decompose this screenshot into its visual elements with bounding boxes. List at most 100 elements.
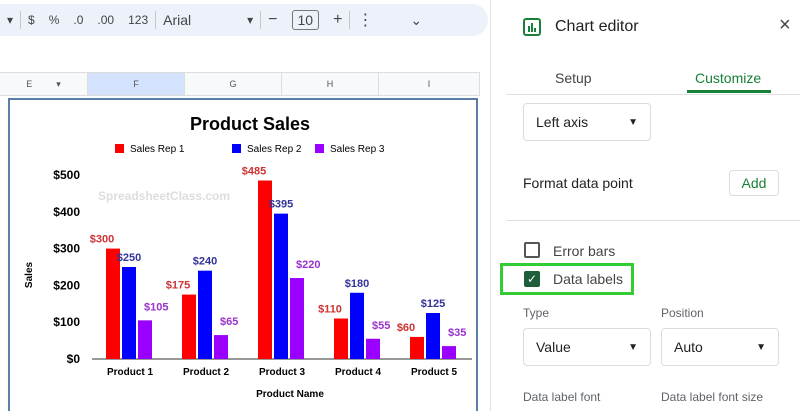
chart-editor-panel: Chart editor × Setup Customize Left axis…: [490, 0, 800, 411]
data-label: $55: [372, 320, 390, 332]
legend-swatch: [232, 144, 241, 153]
format-data-point-label: Format data point: [523, 175, 633, 191]
y-tick-label: $300: [53, 242, 80, 256]
watermark: SpreadsheetClass.com: [98, 189, 230, 203]
collapse-icon[interactable]: ⌄: [410, 11, 423, 28]
column-header-g[interactable]: G: [185, 73, 282, 95]
column-header-h[interactable]: H: [282, 73, 379, 95]
x-tick-label: Product 2: [183, 367, 230, 378]
data-label: $395: [269, 199, 293, 211]
column-headers: E ▾ F G H I: [0, 72, 480, 96]
data-label: $240: [193, 256, 217, 268]
chevron-down-icon: ▼: [628, 116, 638, 128]
close-icon[interactable]: ×: [779, 14, 791, 36]
chevron-down-icon: ▼: [628, 341, 638, 353]
decrease-decimal-button[interactable]: .0: [73, 13, 84, 27]
data-label: $60: [397, 322, 415, 334]
bar[interactable]: [138, 320, 152, 359]
more-formats-button[interactable]: 123: [128, 13, 149, 27]
legend-label: Sales Rep 3: [330, 144, 385, 155]
divider: [506, 220, 800, 221]
legend-swatch: [315, 144, 324, 153]
error-bars-checkbox[interactable]: [524, 242, 540, 258]
bar[interactable]: [442, 346, 456, 359]
chevron-down-icon[interactable]: ▾: [247, 13, 254, 27]
font-size-decrease[interactable]: −: [268, 11, 278, 28]
legend-label: Sales Rep 1: [130, 144, 185, 155]
column-header-e[interactable]: E ▾: [0, 73, 88, 95]
legend-label: Sales Rep 2: [247, 144, 302, 155]
bar[interactable]: [122, 267, 136, 359]
column-header-i[interactable]: I: [379, 73, 480, 95]
x-tick-label: Product 5: [411, 367, 458, 378]
type-select[interactable]: Value ▼: [523, 328, 651, 366]
divider: [506, 94, 800, 95]
chart[interactable]: Product Sales SpreadsheetClass.com Sales…: [8, 98, 478, 411]
type-value: Value: [536, 339, 571, 355]
font-select[interactable]: Arial: [163, 12, 192, 28]
bar-chart: Product Sales SpreadsheetClass.com Sales…: [24, 114, 472, 400]
tab-customize[interactable]: Customize: [695, 70, 762, 86]
bar[interactable]: [410, 336, 424, 359]
dropdown-icon[interactable]: ▾: [7, 13, 14, 27]
data-label: $65: [220, 316, 238, 328]
axis-select-value: Left axis: [536, 114, 589, 130]
column-menu-icon[interactable]: ▾: [56, 78, 61, 89]
y-tick-label: $0: [67, 352, 81, 366]
data-label: $180: [345, 278, 369, 290]
bar[interactable]: [214, 335, 228, 359]
toolbar: ▾ $ % .0 .00 123 Arial ▾ − 10 + ⋮ ⌄: [0, 4, 488, 36]
bar[interactable]: [366, 338, 380, 359]
data-label: $110: [318, 304, 342, 316]
y-axis-label: Sales: [24, 261, 35, 288]
currency-button[interactable]: $: [28, 13, 35, 27]
active-tab-indicator: [687, 90, 771, 93]
x-tick-label: Product 4: [335, 367, 382, 378]
font-size-increase[interactable]: +: [333, 11, 343, 28]
error-bars-label: Error bars: [553, 243, 616, 259]
y-tick-label: $200: [53, 278, 80, 292]
data-label: $250: [117, 252, 141, 264]
position-label: Position: [661, 306, 704, 320]
bar[interactable]: [334, 318, 348, 359]
increase-decimal-button[interactable]: .00: [97, 13, 115, 27]
x-axis-label: Product Name: [256, 389, 324, 400]
percent-button[interactable]: %: [48, 13, 60, 27]
data-label-font-size-label: Data label font size: [661, 390, 764, 404]
bar[interactable]: [350, 292, 364, 359]
x-tick-label: Product 1: [107, 367, 154, 378]
highlight-box: [500, 263, 634, 295]
bar[interactable]: [106, 248, 120, 359]
position-select[interactable]: Auto ▼: [661, 328, 779, 366]
data-label-font-label: Data label font: [523, 390, 601, 404]
data-label: $105: [144, 301, 168, 313]
more-icon[interactable]: ⋮: [357, 12, 374, 29]
data-labels-label: Data labels: [553, 271, 624, 287]
chart-title: Product Sales: [190, 114, 310, 134]
bar[interactable]: [274, 213, 288, 359]
add-button[interactable]: Add: [729, 170, 779, 196]
axis-select[interactable]: Left axis ▼: [523, 103, 651, 141]
data-label: $300: [90, 234, 114, 246]
x-tick-label: Product 3: [259, 367, 306, 378]
bar[interactable]: [426, 313, 440, 359]
tab-setup[interactable]: Setup: [555, 70, 592, 86]
font-size-input[interactable]: 10: [291, 10, 320, 30]
chart-icon: [523, 18, 541, 36]
y-tick-label: $400: [53, 205, 80, 219]
panel-title: Chart editor: [555, 18, 639, 35]
column-header-f[interactable]: F: [88, 73, 185, 95]
bar[interactable]: [258, 180, 272, 359]
data-label: $220: [296, 259, 320, 271]
column-header-label: E: [26, 79, 33, 89]
chevron-down-icon: ▼: [756, 341, 766, 353]
bar[interactable]: [182, 294, 196, 359]
data-labels-checkbox[interactable]: ✓: [524, 271, 540, 287]
type-label: Type: [523, 306, 550, 320]
y-tick-label: $100: [53, 315, 80, 329]
data-label: $175: [166, 280, 190, 292]
y-tick-label: $500: [53, 168, 80, 182]
bar[interactable]: [198, 270, 212, 359]
bar[interactable]: [290, 278, 304, 359]
data-label: $35: [448, 327, 466, 339]
